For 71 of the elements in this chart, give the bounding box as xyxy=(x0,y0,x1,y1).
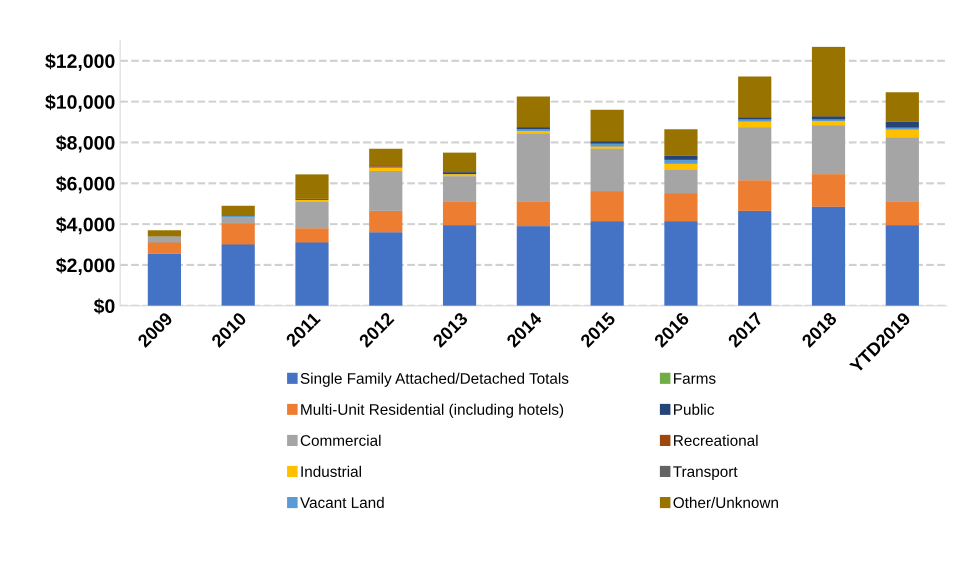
bar xyxy=(148,230,182,236)
bar xyxy=(886,122,919,128)
bar xyxy=(590,191,624,222)
bar xyxy=(295,174,329,199)
bar xyxy=(886,202,919,226)
legend-label: Public xyxy=(674,404,714,415)
bar xyxy=(516,226,550,306)
bar xyxy=(664,194,698,222)
bar xyxy=(442,225,476,306)
bar xyxy=(222,216,255,224)
bar xyxy=(369,171,402,211)
bar xyxy=(516,202,550,226)
bar xyxy=(590,110,624,142)
legend-label: Recreational xyxy=(674,434,758,446)
bar xyxy=(812,116,846,120)
bar xyxy=(590,221,624,306)
bar xyxy=(295,228,329,243)
bar xyxy=(664,164,698,170)
bar xyxy=(812,206,846,306)
legend-label: Single Family Attached/Detached Totals xyxy=(300,372,568,387)
bar xyxy=(222,206,255,216)
bar xyxy=(148,254,182,306)
legend-label: Industrial xyxy=(301,466,361,478)
bar xyxy=(664,129,698,156)
bar xyxy=(886,92,919,122)
y-tick-label: $6,000 xyxy=(56,176,114,194)
bar xyxy=(664,170,698,194)
bar xyxy=(812,125,846,174)
bar xyxy=(886,130,919,138)
y-tick-label: $10,000 xyxy=(45,94,114,112)
bar xyxy=(738,121,772,128)
bar xyxy=(222,223,255,245)
bar xyxy=(516,96,550,128)
bar xyxy=(812,121,846,126)
bar xyxy=(369,232,402,306)
bar xyxy=(664,156,698,160)
bar xyxy=(148,242,182,254)
y-tick-label: $12,000 xyxy=(45,53,114,71)
bar xyxy=(738,210,772,306)
bar xyxy=(295,202,329,228)
bar xyxy=(886,225,919,306)
bar xyxy=(369,168,402,172)
bar xyxy=(812,46,846,116)
bar xyxy=(664,160,698,164)
bar xyxy=(812,174,846,207)
bar xyxy=(590,148,624,192)
bar xyxy=(442,202,476,226)
bar xyxy=(738,180,772,211)
legend-label: Transport xyxy=(673,466,738,480)
legend-label: Other/Unknown xyxy=(674,496,778,508)
bar xyxy=(369,210,402,232)
bar xyxy=(369,148,402,166)
legend-label: Farms xyxy=(674,373,716,384)
bar xyxy=(442,176,476,202)
bar xyxy=(590,143,624,147)
bar xyxy=(738,76,772,118)
bar xyxy=(516,133,550,202)
bar xyxy=(442,152,476,172)
bar xyxy=(222,244,255,306)
y-tick-label: $4,000 xyxy=(56,216,114,234)
bar xyxy=(664,221,698,306)
y-tick-label: $0 xyxy=(94,298,114,314)
bar xyxy=(295,242,329,306)
legend-label: Commercial xyxy=(300,434,380,446)
legend-label: Vacant Land xyxy=(300,496,384,508)
y-tick-label: $8,000 xyxy=(56,135,114,153)
bar xyxy=(738,127,772,180)
legend-label: Multi-Unit Residential (including hotels) xyxy=(301,404,564,418)
bar xyxy=(886,137,919,202)
y-tick-label: $2,000 xyxy=(56,258,114,276)
bar xyxy=(148,236,182,243)
